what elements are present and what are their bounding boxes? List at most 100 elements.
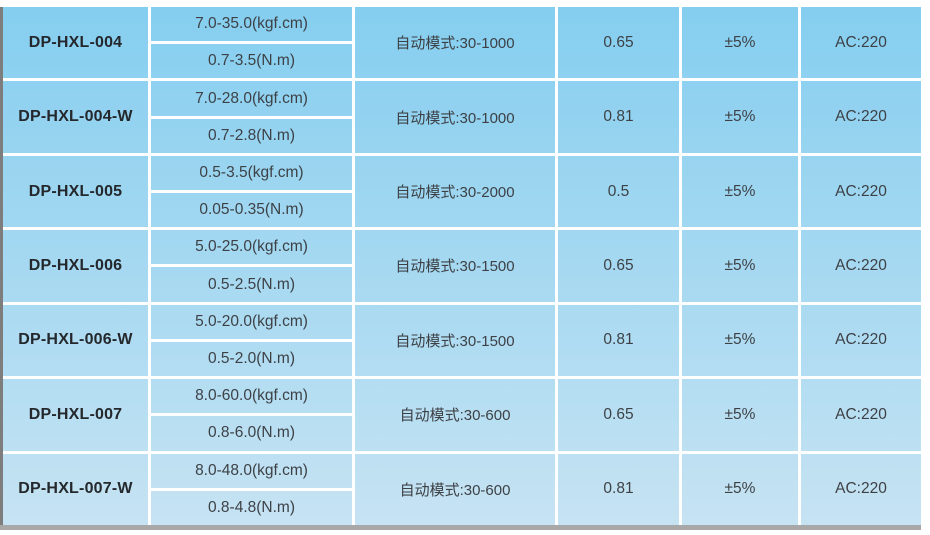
accuracy-label: ±5%	[724, 256, 756, 274]
model-cell: DP-HXL-004-W	[3, 81, 151, 153]
table-row: DP-HXL-007 8.0-60.0(kgf.cm) 0.8-6.0(N.m)…	[3, 379, 921, 451]
torque-kgf-cell: 8.0-60.0(kgf.cm)	[151, 379, 352, 417]
mode-label: 自动模式:30-1000	[395, 109, 515, 127]
model-cell: DP-HXL-005	[3, 155, 151, 228]
coefficient-label: 0.65	[603, 33, 634, 51]
torque-cell: 7.0-28.0(kgf.cm) 0.7-2.8(N.m)	[151, 81, 355, 153]
coefficient-label: 0.81	[603, 331, 634, 349]
coefficient-cell: 0.65	[558, 230, 682, 302]
mode-label: 自动模式:30-600	[399, 481, 511, 499]
power-label: AC:220	[835, 405, 887, 423]
model-label: DP-HXL-007	[28, 405, 123, 423]
model-cell: DP-HXL-006-W	[3, 304, 151, 377]
torque-kgf-cell: 7.0-35.0(kgf.cm)	[151, 7, 352, 45]
model-cell: DP-HXL-006	[3, 230, 151, 302]
torque-kgf-cell: 7.0-28.0(kgf.cm)	[151, 81, 352, 119]
accuracy-label: ±5%	[724, 480, 756, 498]
power-cell: AC:220	[801, 305, 921, 376]
power-label: AC:220	[835, 33, 887, 51]
accuracy-label: ±5%	[724, 108, 756, 126]
mode-label: 自动模式:30-1000	[395, 35, 515, 53]
power-cell: AC:220	[801, 81, 921, 152]
mode-cell: 自动模式:30-1000	[355, 81, 558, 153]
accuracy-cell: ±5%	[682, 81, 801, 153]
accuracy-cell: ±5%	[682, 230, 801, 302]
table-row: DP-HXL-007-W 8.0-48.0(kgf.cm) 0.8-4.8(N.…	[3, 453, 921, 525]
spec-table: DP-HXL-004 7.0-35.0(kgf.cm) 0.7-3.5(N.m)…	[3, 7, 921, 525]
accuracy-label: ±5%	[724, 405, 756, 423]
coefficient-cell: 0.81	[558, 453, 682, 525]
model-cell: DP-HXL-004	[3, 7, 151, 79]
torque-cell: 0.5-3.5(kgf.cm) 0.05-0.35(N.m)	[151, 155, 355, 228]
torque-kgf-label: 5.0-20.0(kgf.cm)	[195, 312, 308, 330]
torque-kgf-label: 7.0-28.0(kgf.cm)	[195, 89, 308, 107]
accuracy-label: ±5%	[724, 33, 756, 51]
model-cell: DP-HXL-007	[3, 379, 151, 451]
model-label: DP-HXL-005	[28, 182, 123, 200]
mode-label: 自动模式:30-1500	[395, 258, 515, 276]
mode-cell: 自动模式:30-600	[355, 379, 558, 451]
coefficient-cell: 0.5	[558, 155, 682, 228]
torque-nm-cell: 0.5-2.5(N.m)	[151, 267, 352, 301]
torque-nm-cell: 0.8-6.0(N.m)	[151, 416, 352, 450]
coefficient-label: 0.65	[603, 405, 634, 423]
torque-kgf-cell: 0.5-3.5(kgf.cm)	[151, 156, 352, 194]
mode-label: 自动模式:30-600	[399, 407, 511, 425]
table-row: DP-HXL-006 5.0-25.0(kgf.cm) 0.5-2.5(N.m)…	[3, 230, 921, 302]
power-cell: AC:220	[801, 156, 921, 227]
torque-cell: 8.0-60.0(kgf.cm) 0.8-6.0(N.m)	[151, 379, 355, 451]
torque-kgf-label: 7.0-35.0(kgf.cm)	[195, 15, 308, 33]
accuracy-cell: ±5%	[682, 379, 801, 451]
accuracy-label: ±5%	[724, 182, 756, 200]
model-label: DP-HXL-004-W	[18, 108, 133, 126]
model-label: DP-HXL-007-W	[18, 480, 133, 498]
table-row: DP-HXL-004 7.0-35.0(kgf.cm) 0.7-3.5(N.m)…	[3, 7, 921, 79]
torque-nm-label: 0.5-2.0(N.m)	[208, 350, 295, 368]
torque-kgf-label: 5.0-25.0(kgf.cm)	[195, 238, 308, 256]
power-label: AC:220	[835, 256, 887, 274]
coefficient-label: 0.81	[603, 108, 634, 126]
mode-cell: 自动模式:30-1000	[355, 7, 558, 79]
torque-kgf-cell: 5.0-20.0(kgf.cm)	[151, 305, 352, 342]
accuracy-cell: ±5%	[682, 155, 801, 228]
torque-kgf-label: 0.5-3.5(kgf.cm)	[199, 163, 304, 181]
coefficient-label: 0.5	[607, 182, 630, 200]
torque-cell: 5.0-25.0(kgf.cm) 0.5-2.5(N.m)	[151, 230, 355, 302]
table-row: DP-HXL-005 0.5-3.5(kgf.cm) 0.05-0.35(N.m…	[3, 155, 921, 228]
mode-cell: 自动模式:30-1500	[355, 230, 558, 302]
torque-nm-label: 0.7-3.5(N.m)	[208, 52, 295, 70]
torque-nm-label: 0.8-4.8(N.m)	[208, 498, 295, 516]
power-cell: AC:220	[801, 454, 921, 525]
mode-cell: 自动模式:30-2000	[355, 155, 558, 228]
torque-nm-cell: 0.05-0.35(N.m)	[151, 193, 352, 227]
torque-nm-cell: 0.7-3.5(N.m)	[151, 44, 352, 78]
torque-nm-cell: 0.5-2.0(N.m)	[151, 342, 352, 376]
torque-nm-label: 0.5-2.5(N.m)	[208, 275, 295, 293]
torque-kgf-cell: 8.0-48.0(kgf.cm)	[151, 454, 352, 491]
coefficient-cell: 0.65	[558, 7, 682, 79]
torque-nm-label: 0.05-0.35(N.m)	[199, 201, 304, 219]
coefficient-cell: 0.81	[558, 304, 682, 377]
table-row: DP-HXL-004-W 7.0-28.0(kgf.cm) 0.7-2.8(N.…	[3, 81, 921, 153]
torque-cell: 8.0-48.0(kgf.cm) 0.8-4.8(N.m)	[151, 453, 355, 525]
accuracy-label: ±5%	[724, 331, 756, 349]
torque-cell: 7.0-35.0(kgf.cm) 0.7-3.5(N.m)	[151, 7, 355, 79]
mode-cell: 自动模式:30-1500	[355, 304, 558, 377]
power-cell: AC:220	[801, 230, 921, 301]
mode-label: 自动模式:30-2000	[395, 184, 515, 202]
power-label: AC:220	[835, 480, 887, 498]
power-label: AC:220	[835, 182, 887, 200]
model-label: DP-HXL-004	[28, 33, 123, 51]
torque-nm-label: 0.8-6.0(N.m)	[208, 424, 295, 442]
accuracy-cell: ±5%	[682, 453, 801, 525]
coefficient-label: 0.65	[603, 256, 634, 274]
power-cell: AC:220	[801, 379, 921, 450]
torque-kgf-label: 8.0-48.0(kgf.cm)	[195, 461, 308, 479]
table-row: DP-HXL-006-W 5.0-20.0(kgf.cm) 0.5-2.0(N.…	[3, 304, 921, 377]
torque-cell: 5.0-20.0(kgf.cm) 0.5-2.0(N.m)	[151, 304, 355, 377]
model-label: DP-HXL-006	[28, 256, 123, 274]
model-label: DP-HXL-006-W	[18, 331, 133, 349]
torque-nm-label: 0.7-2.8(N.m)	[208, 126, 295, 144]
torque-nm-cell: 0.7-2.8(N.m)	[151, 119, 352, 153]
